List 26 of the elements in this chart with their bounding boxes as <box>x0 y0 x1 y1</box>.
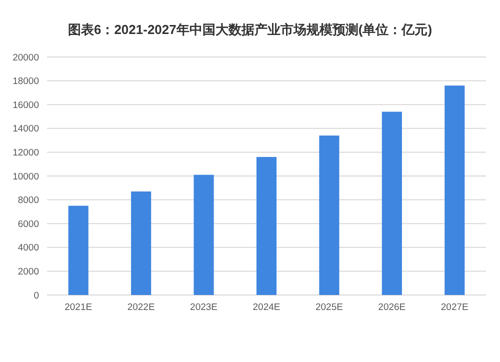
chart-title: 图表6：2021-2027年中国大数据产业市场规模预测(单位：亿元) <box>68 22 432 37</box>
bar <box>444 86 465 295</box>
x-tick-label: 2024E <box>252 302 280 313</box>
x-tick-label: 2027E <box>440 302 468 313</box>
y-tick-label: 14000 <box>12 124 39 135</box>
bar <box>319 136 340 295</box>
y-tick-label: 16000 <box>12 100 39 111</box>
x-tick-label: 2026E <box>378 302 406 313</box>
y-tick-label: 10000 <box>12 171 39 182</box>
x-tick-label: 2025E <box>315 302 343 313</box>
y-tick-label: 12000 <box>12 148 39 159</box>
bar <box>131 191 152 295</box>
bar <box>194 174 214 295</box>
y-tick-label: 2000 <box>18 266 39 278</box>
y-tick-label: 20000 <box>12 52 39 64</box>
bar <box>256 156 277 295</box>
y-tick-label: 8000 <box>18 195 39 206</box>
x-tick-label: 2022E <box>127 302 155 313</box>
x-tick-label: 2021E <box>64 302 92 313</box>
x-tick-label: 2023E <box>190 302 218 313</box>
y-tick-label: 18000 <box>12 76 39 88</box>
y-tick-label: 6000 <box>18 218 39 230</box>
bar <box>382 112 402 295</box>
y-tick-label: 4000 <box>18 242 39 254</box>
bar <box>68 206 88 295</box>
y-tick-label: 0 <box>34 290 39 302</box>
